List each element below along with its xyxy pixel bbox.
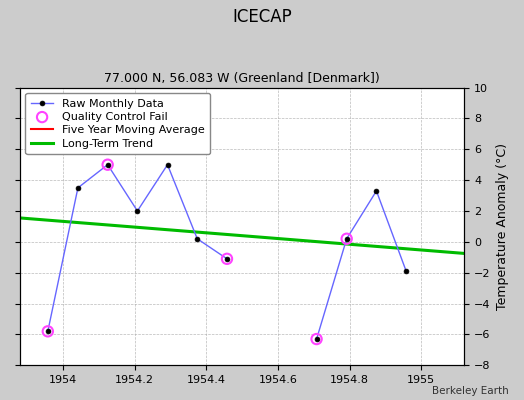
Quality Control Fail [312,336,321,342]
Quality Control Fail [343,236,351,242]
Legend: Raw Monthly Data, Quality Control Fail, Five Year Moving Average, Long-Term Tren: Raw Monthly Data, Quality Control Fail, … [26,93,211,154]
Raw Monthly Data [45,329,51,334]
Quality Control Fail [43,328,52,334]
Raw Monthly Data [75,186,81,190]
Title: 77.000 N, 56.083 W (Greenland [Denmark]): 77.000 N, 56.083 W (Greenland [Denmark]) [104,72,380,85]
Line: Raw Monthly Data: Raw Monthly Data [46,162,230,334]
Raw Monthly Data [165,162,171,167]
Raw Monthly Data [104,162,111,167]
Raw Monthly Data [224,256,230,261]
Y-axis label: Temperature Anomaly (°C): Temperature Anomaly (°C) [496,143,509,310]
Text: Berkeley Earth: Berkeley Earth [432,386,508,396]
Raw Monthly Data [194,236,200,241]
Text: ICECAP: ICECAP [232,8,292,26]
Raw Monthly Data [134,208,140,213]
Quality Control Fail [223,256,231,262]
Quality Control Fail [103,162,112,168]
